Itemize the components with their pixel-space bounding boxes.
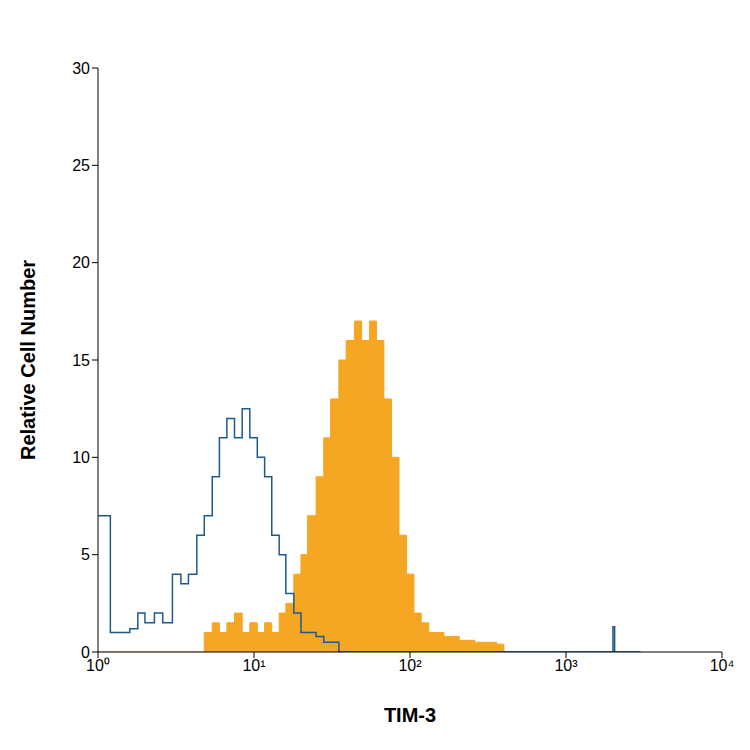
svg-text:20: 20 xyxy=(72,254,90,271)
svg-text:15: 15 xyxy=(72,352,90,369)
svg-text:5: 5 xyxy=(81,546,90,563)
svg-text:10⁰: 10⁰ xyxy=(86,657,110,675)
svg-text:10²: 10² xyxy=(398,657,422,674)
svg-text:30: 30 xyxy=(72,60,90,77)
svg-text:TIM-3: TIM-3 xyxy=(384,704,436,726)
svg-text:Relative Cell Number: Relative Cell Number xyxy=(17,260,39,460)
svg-text:10⁴: 10⁴ xyxy=(710,657,735,674)
svg-text:25: 25 xyxy=(72,157,90,174)
svg-text:0: 0 xyxy=(81,644,90,661)
svg-text:10: 10 xyxy=(72,449,90,466)
svg-text:10¹: 10¹ xyxy=(242,657,265,674)
svg-text:10³: 10³ xyxy=(554,657,578,674)
